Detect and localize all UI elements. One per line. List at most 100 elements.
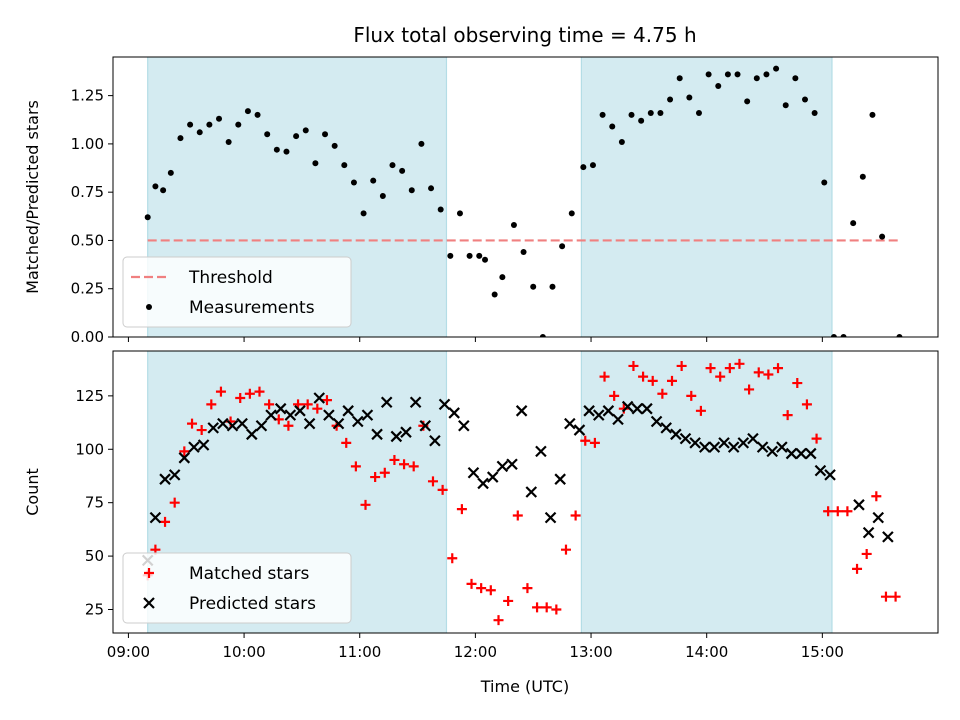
data-point bbox=[609, 123, 616, 130]
data-point bbox=[284, 409, 297, 421]
y-tick-label: 0.25 bbox=[71, 280, 104, 298]
data-point bbox=[370, 177, 377, 184]
data-point bbox=[705, 363, 716, 374]
data-point bbox=[589, 437, 600, 448]
data-point bbox=[573, 424, 586, 436]
chart-title: Flux total observing time = 4.75 h bbox=[353, 23, 696, 47]
data-point bbox=[160, 516, 171, 527]
data-point bbox=[312, 160, 319, 167]
data-point bbox=[187, 418, 198, 429]
data-point bbox=[456, 504, 467, 515]
data-point bbox=[447, 252, 454, 259]
data-point bbox=[650, 415, 663, 428]
data-point bbox=[350, 461, 361, 472]
data-point bbox=[179, 446, 190, 457]
data-point bbox=[361, 409, 374, 421]
data-point bbox=[456, 210, 463, 217]
data-point bbox=[554, 473, 566, 485]
legend-label: Measurements bbox=[189, 298, 315, 318]
data-point bbox=[737, 437, 750, 449]
data-point bbox=[264, 399, 275, 410]
data-point bbox=[559, 243, 566, 250]
data-point bbox=[589, 162, 596, 169]
data-point bbox=[628, 111, 635, 118]
x-tick-label: 11:00 bbox=[338, 643, 381, 661]
data-point bbox=[408, 187, 415, 194]
data-point bbox=[628, 360, 639, 371]
data-point bbox=[265, 409, 277, 421]
data-point bbox=[686, 390, 697, 401]
data-point bbox=[244, 388, 255, 399]
data-point bbox=[503, 595, 514, 606]
data-point bbox=[370, 472, 381, 483]
data-point bbox=[811, 433, 822, 444]
data-point bbox=[609, 390, 620, 401]
data-point bbox=[496, 460, 509, 473]
y-tick-label: 1.00 bbox=[71, 135, 104, 153]
data-point bbox=[246, 428, 258, 441]
data-point bbox=[871, 491, 882, 502]
y-axis-label-top: Matched/Predicted stars bbox=[23, 100, 42, 294]
data-point bbox=[493, 615, 504, 626]
series-layer bbox=[141, 358, 901, 626]
data-point bbox=[744, 98, 751, 105]
data-point bbox=[206, 121, 213, 128]
x-tick-label: 09:00 bbox=[107, 643, 150, 661]
series-predicted-stars bbox=[141, 392, 894, 567]
data-point bbox=[512, 510, 523, 521]
data-point bbox=[283, 148, 290, 155]
data-point bbox=[708, 441, 721, 453]
legend-box bbox=[122, 552, 352, 624]
panel-2: 25 50 75 100 125 09:00 10:00 11:00 12:00 13:00 14:… bbox=[75, 350, 939, 661]
data-point bbox=[862, 526, 875, 539]
data-point bbox=[360, 499, 371, 510]
data-point bbox=[467, 466, 480, 479]
data-point bbox=[667, 96, 674, 103]
data-point bbox=[599, 111, 606, 118]
data-point bbox=[890, 591, 901, 602]
x-tick-label: 10:00 bbox=[222, 643, 265, 661]
data-point bbox=[466, 252, 473, 259]
data-point bbox=[466, 578, 477, 589]
data-point bbox=[273, 146, 280, 153]
data-point bbox=[196, 425, 207, 436]
y-tick-label: 50 bbox=[85, 547, 104, 565]
data-point bbox=[352, 415, 364, 428]
data-point bbox=[168, 469, 181, 481]
legend-swatch bbox=[146, 304, 152, 310]
data-point bbox=[408, 461, 419, 472]
data-point bbox=[824, 469, 836, 481]
data-point bbox=[215, 386, 226, 397]
data-point bbox=[686, 94, 693, 101]
data-point bbox=[840, 334, 847, 337]
data-point bbox=[821, 179, 828, 186]
x-tick-label: 12:00 bbox=[454, 643, 497, 661]
data-point bbox=[360, 210, 367, 217]
y-tick-label: 25 bbox=[85, 601, 104, 619]
panel-1: 0.00 0.25 0.50 0.75 1.00 1.25 Threshold Measure… bbox=[71, 56, 939, 346]
data-point bbox=[882, 531, 894, 543]
legend-swatch bbox=[143, 597, 155, 609]
data-point bbox=[217, 417, 229, 430]
data-point bbox=[530, 283, 537, 290]
data-point bbox=[149, 511, 162, 524]
data-point bbox=[724, 363, 735, 374]
data-point bbox=[853, 499, 865, 511]
data-point bbox=[197, 439, 210, 451]
data-point bbox=[323, 409, 335, 421]
data-point bbox=[254, 386, 265, 397]
data-point bbox=[236, 417, 248, 430]
data-point bbox=[313, 392, 326, 404]
data-point bbox=[216, 115, 223, 122]
data-point bbox=[773, 65, 780, 72]
data-point bbox=[747, 432, 759, 445]
data-point bbox=[859, 173, 866, 180]
legend-box bbox=[122, 256, 352, 328]
data-point bbox=[715, 82, 722, 89]
data-point bbox=[332, 417, 345, 430]
data-point bbox=[805, 447, 817, 460]
data-point bbox=[522, 583, 533, 594]
data-point bbox=[641, 402, 653, 415]
y-tick-label: 125 bbox=[75, 387, 104, 405]
